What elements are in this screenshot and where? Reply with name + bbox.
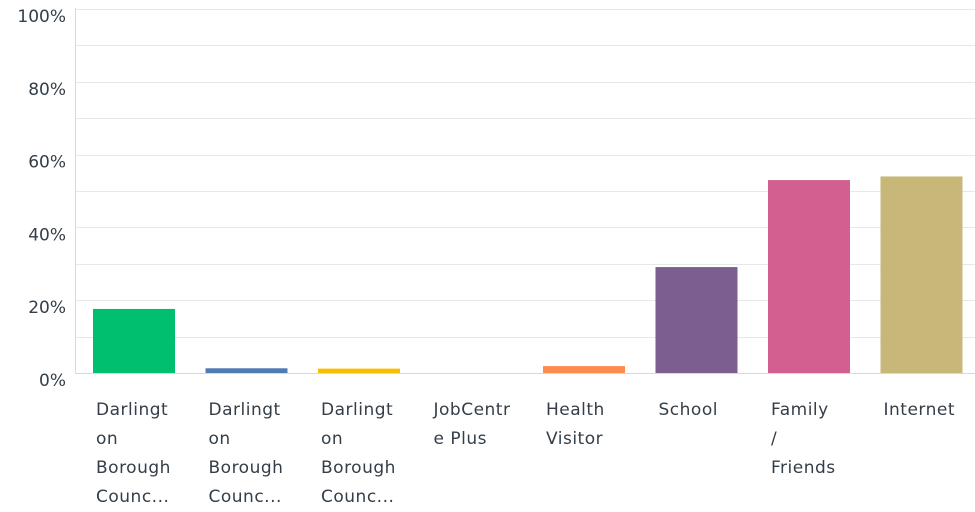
bar bbox=[880, 176, 963, 373]
gridlines bbox=[75, 9, 975, 338]
x-tick-label: School bbox=[658, 400, 718, 420]
bar bbox=[655, 267, 738, 373]
bar bbox=[318, 368, 400, 373]
x-tick-label: Darlingt on Borough Counc... bbox=[96, 400, 171, 507]
y-tick-label: 0% bbox=[39, 371, 66, 391]
x-tick-label: Internet bbox=[883, 400, 956, 420]
bar bbox=[768, 180, 850, 373]
x-tick-label: JobCentr e Plus bbox=[433, 400, 511, 449]
y-axis-ticks: 0% 20% 40% 60% 80% 100% bbox=[17, 7, 66, 391]
bar bbox=[93, 308, 175, 373]
y-tick-label: 80% bbox=[28, 80, 66, 100]
bar bbox=[543, 366, 625, 373]
x-tick-label: Family / Friends bbox=[771, 400, 836, 478]
x-tick-label: Health Visitor bbox=[546, 400, 605, 449]
y-tick-label: 100% bbox=[17, 7, 66, 27]
y-tick-label: 40% bbox=[28, 225, 66, 245]
y-tick-label: 60% bbox=[28, 153, 66, 173]
bar bbox=[205, 368, 288, 373]
bars bbox=[93, 176, 963, 373]
y-tick-label: 20% bbox=[28, 298, 66, 318]
x-tick-label: Darlingt on Borough Counc... bbox=[208, 400, 284, 507]
x-tick-label: Darlingt on Borough Counc... bbox=[321, 400, 396, 507]
